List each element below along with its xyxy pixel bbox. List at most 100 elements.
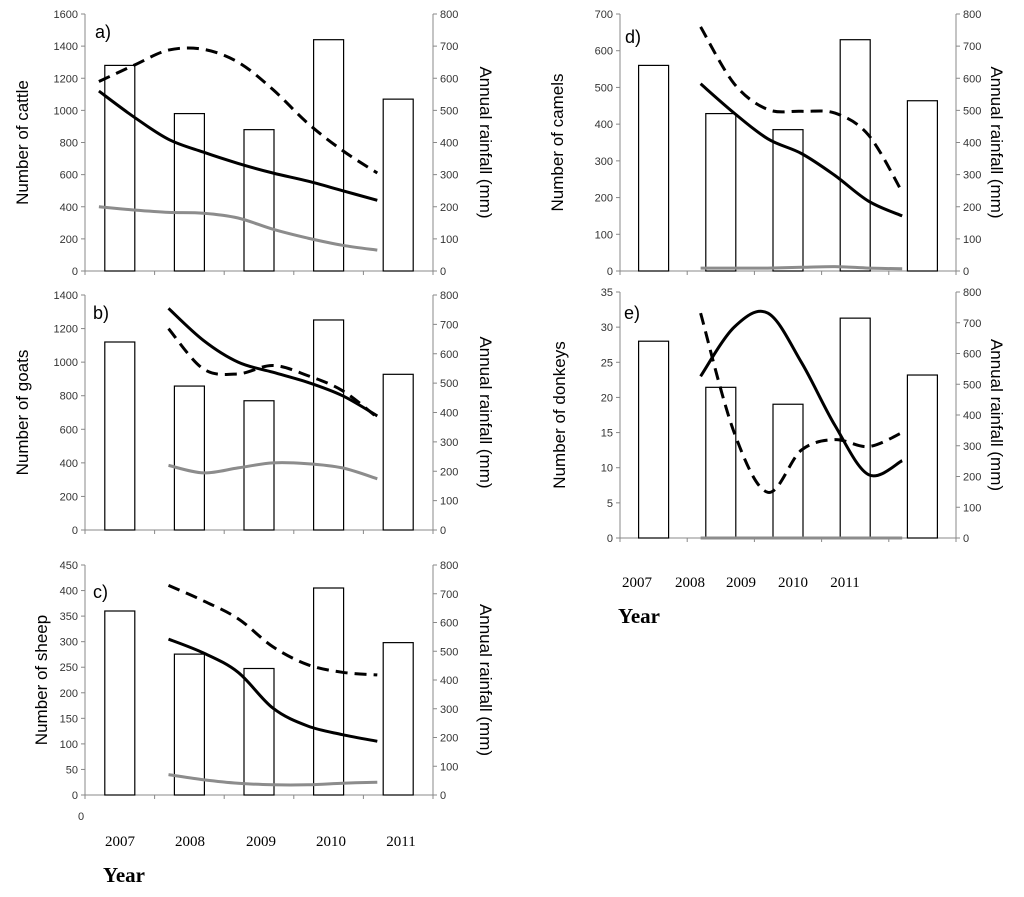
rainfall-bar (637, 340, 670, 539)
panel-label: b) (93, 303, 109, 323)
right-tick-label: 0 (440, 266, 446, 278)
series-line-dashed (167, 584, 378, 677)
left-tick-label: 250 (60, 662, 78, 674)
series-line-grey (168, 461, 378, 481)
rainfall-bar (382, 373, 414, 531)
left-tick-label: 0 (72, 525, 78, 537)
series-line-black (98, 89, 378, 202)
rainfall-bar (906, 374, 939, 539)
year-tick-label-right: 2011 (830, 575, 859, 591)
right-tick-label: 0 (440, 790, 446, 802)
left-axis-label: Number of sheep (32, 615, 51, 745)
right-tick-label: 300 (440, 704, 458, 716)
right-tick-label: 700 (963, 41, 981, 53)
right-tick-label: 200 (440, 202, 458, 214)
left-tick-label: 35 (601, 287, 613, 299)
left-tick-label: 1200 (54, 73, 78, 85)
year-tick-label-right: 2008 (675, 575, 705, 591)
left-tick-label: 0 (607, 266, 613, 278)
left-tick-label: 0 (72, 790, 78, 802)
right-tick-label: 100 (963, 234, 981, 246)
right-tick-label: 500 (440, 378, 458, 390)
rainfall-bar (839, 317, 871, 539)
left-tick-label: 150 (60, 713, 78, 725)
right-tick-label: 300 (440, 437, 458, 449)
right-tick-label: 400 (963, 138, 981, 150)
rainfall-bar (104, 341, 136, 531)
right-tick-label: 300 (963, 170, 981, 182)
rainfall-bar (382, 642, 414, 796)
right-tick-label: 400 (440, 138, 458, 150)
panel-3: 0 50 100 150 200 250 300 350 400 450 0 100 200 300 400… (32, 560, 495, 802)
left-tick-label: 800 (60, 138, 78, 150)
year-tick-label-right: 2010 (778, 575, 808, 591)
right-tick-label: 0 (963, 533, 969, 545)
left-tick-label: 1400 (54, 290, 78, 302)
panel-4: 0 100 200 300 400 500 600 700 0 100 200 300 400 500 60… (548, 9, 1006, 278)
year-tick-label-left: 2007 (105, 834, 136, 850)
left-tick-label: 10 (601, 463, 613, 475)
right-tick-label: 800 (440, 560, 458, 572)
left-tick-label: 200 (60, 491, 78, 503)
right-axis-label: Annual rainfall (mm) (987, 339, 1006, 491)
rainfall-bar (173, 112, 205, 272)
year-tick-label-left: 2011 (386, 834, 415, 850)
rainfall-bar (104, 610, 136, 796)
right-tick-label: 500 (963, 105, 981, 117)
x-axis-title-right: Year (618, 604, 660, 628)
right-tick-label: 100 (440, 234, 458, 246)
left-tick-label: 50 (66, 764, 78, 776)
left-tick-label: 300 (595, 156, 613, 168)
panel-1: 0 200 400 600 800 1000 1200 1400 1600 0 100 200 300 4… (13, 9, 495, 278)
left-tick-label: 450 (60, 560, 78, 572)
right-tick-label: 600 (440, 73, 458, 85)
panel-label: e) (624, 303, 640, 323)
right-tick-label: 300 (963, 441, 981, 453)
left-tick-label: 600 (60, 424, 78, 436)
right-tick-label: 100 (963, 502, 981, 514)
rainfall-bar (173, 385, 205, 531)
rainfall-bar (104, 64, 136, 272)
rainfall-bar (243, 129, 275, 272)
right-tick-label: 700 (440, 41, 458, 53)
right-tick-label: 0 (440, 525, 446, 537)
right-tick-label: 600 (963, 73, 981, 85)
right-tick-label: 800 (963, 9, 981, 21)
panel-2: 0 200 400 600 800 1000 1200 1400 0 100 200 300 400 50… (13, 290, 495, 537)
left-tick-label: 400 (60, 202, 78, 214)
right-tick-label: 400 (440, 675, 458, 687)
right-tick-label: 200 (440, 733, 458, 745)
right-axis-label: Annual rainfall (mm) (476, 604, 495, 756)
right-tick-label: 400 (440, 408, 458, 420)
rainfall-bar (839, 39, 871, 272)
series-line-grey (98, 205, 378, 252)
series-line-grey (168, 773, 378, 787)
right-tick-label: 500 (440, 646, 458, 658)
right-tick-label: 700 (440, 319, 458, 331)
left-tick-label: 0 (607, 533, 613, 545)
year-tick-label-left: 2009 (246, 834, 276, 850)
left-tick-label: 25 (601, 357, 613, 369)
rainfall-bar (906, 100, 939, 272)
right-tick-label: 0 (963, 266, 969, 278)
right-tick-label: 800 (963, 287, 981, 299)
right-tick-label: 500 (440, 105, 458, 117)
left-tick-label: 500 (595, 82, 613, 94)
left-tick-label: 200 (595, 193, 613, 205)
left-tick-label: 600 (595, 46, 613, 58)
left-axis-label: Number of cattle (13, 80, 32, 205)
left-tick-label: 200 (60, 234, 78, 246)
rainfall-bar (173, 653, 205, 796)
year-tick-label-right: 2007 (622, 575, 653, 591)
rainfall-bar (705, 112, 737, 272)
left-tick-label: 200 (60, 688, 78, 700)
series-line-dashed (699, 312, 903, 494)
rainfall-bar (313, 319, 345, 531)
left-tick-label: 800 (60, 391, 78, 403)
x-axis-title-left: Year (103, 863, 145, 887)
left-tick-label: 5 (607, 498, 613, 510)
left-tick-label: 600 (60, 170, 78, 182)
rainfall-bar (313, 587, 345, 796)
right-tick-label: 200 (440, 466, 458, 478)
panel-label: d) (625, 27, 641, 47)
